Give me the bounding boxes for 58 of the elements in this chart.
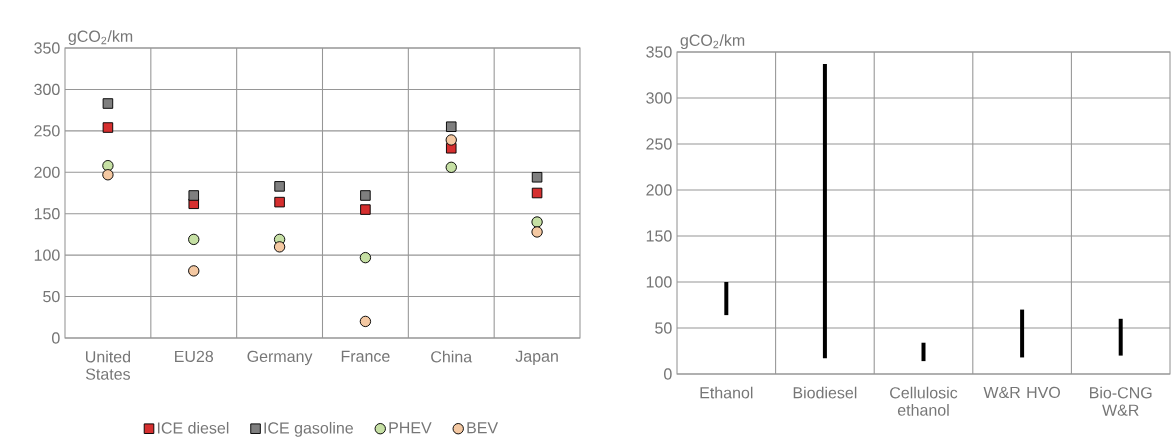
point — [445, 121, 457, 132]
y-tick-label: 150 — [34, 208, 60, 220]
point — [360, 204, 371, 215]
y-tick-label: 300 — [34, 83, 60, 96]
y-tick-label: 50 — [43, 290, 60, 303]
bar — [1020, 309, 1025, 358]
y-tick-label: 150 — [646, 230, 672, 242]
y-tick-label: 50 — [655, 322, 672, 334]
legend-label: ICE gasoline — [264, 421, 353, 437]
y-tick-label: 200 — [646, 184, 672, 196]
point — [531, 187, 543, 199]
y-tick-label: 300 — [646, 92, 672, 104]
point — [102, 98, 114, 109]
x-tick-label: China — [431, 350, 473, 363]
point — [360, 190, 371, 201]
x-tick-label: W&R HVO — [983, 386, 1060, 399]
x-tick-label: Germany — [247, 350, 313, 366]
bar — [1118, 318, 1123, 356]
y-tick-label: 250 — [34, 125, 60, 137]
y-tick-label: 200 — [34, 166, 60, 178]
point — [188, 190, 200, 201]
point — [273, 241, 286, 253]
x-tick-label: France — [341, 350, 390, 362]
bar — [921, 342, 926, 362]
y-tick-label: 0 — [52, 332, 60, 344]
x-tick-label: Japan — [515, 350, 558, 366]
bar — [724, 282, 729, 316]
y-axis-title: gCO$_{2}$/km — [68, 30, 133, 46]
x-tick-label: Ethanol — [700, 386, 753, 399]
bar — [822, 63, 827, 359]
point — [445, 134, 457, 146]
point — [188, 265, 200, 277]
legend-label: ICE diesel — [157, 421, 229, 434]
point — [531, 216, 543, 228]
y-tick-label: 350 — [34, 42, 60, 54]
point — [274, 181, 285, 192]
point — [188, 233, 200, 246]
x-tick-label: EU28 — [175, 350, 214, 363]
x-tick-label: United States — [85, 350, 131, 380]
legend-label: PHEV — [389, 422, 432, 434]
x-tick-label: Biodiesel — [793, 386, 857, 399]
point — [445, 161, 457, 173]
point — [102, 169, 114, 181]
point — [102, 122, 114, 133]
y-tick-label: 250 — [646, 138, 672, 150]
point — [359, 251, 372, 264]
y-tick-label: 100 — [34, 249, 60, 261]
point — [531, 226, 543, 238]
point — [274, 196, 285, 208]
y-axis-title: gCO$_{2}$/km — [680, 34, 745, 50]
y-tick-label: 0 — [664, 368, 672, 380]
y-tick-label: 350 — [646, 46, 672, 58]
x-tick-label: Bio-CNG W&R — [1090, 386, 1152, 416]
y-tick-label: 100 — [646, 276, 672, 288]
x-tick-label: Cellulosic ethanol — [890, 386, 958, 416]
point — [359, 315, 372, 328]
legend-label: BEV — [467, 422, 499, 434]
point — [531, 171, 543, 183]
